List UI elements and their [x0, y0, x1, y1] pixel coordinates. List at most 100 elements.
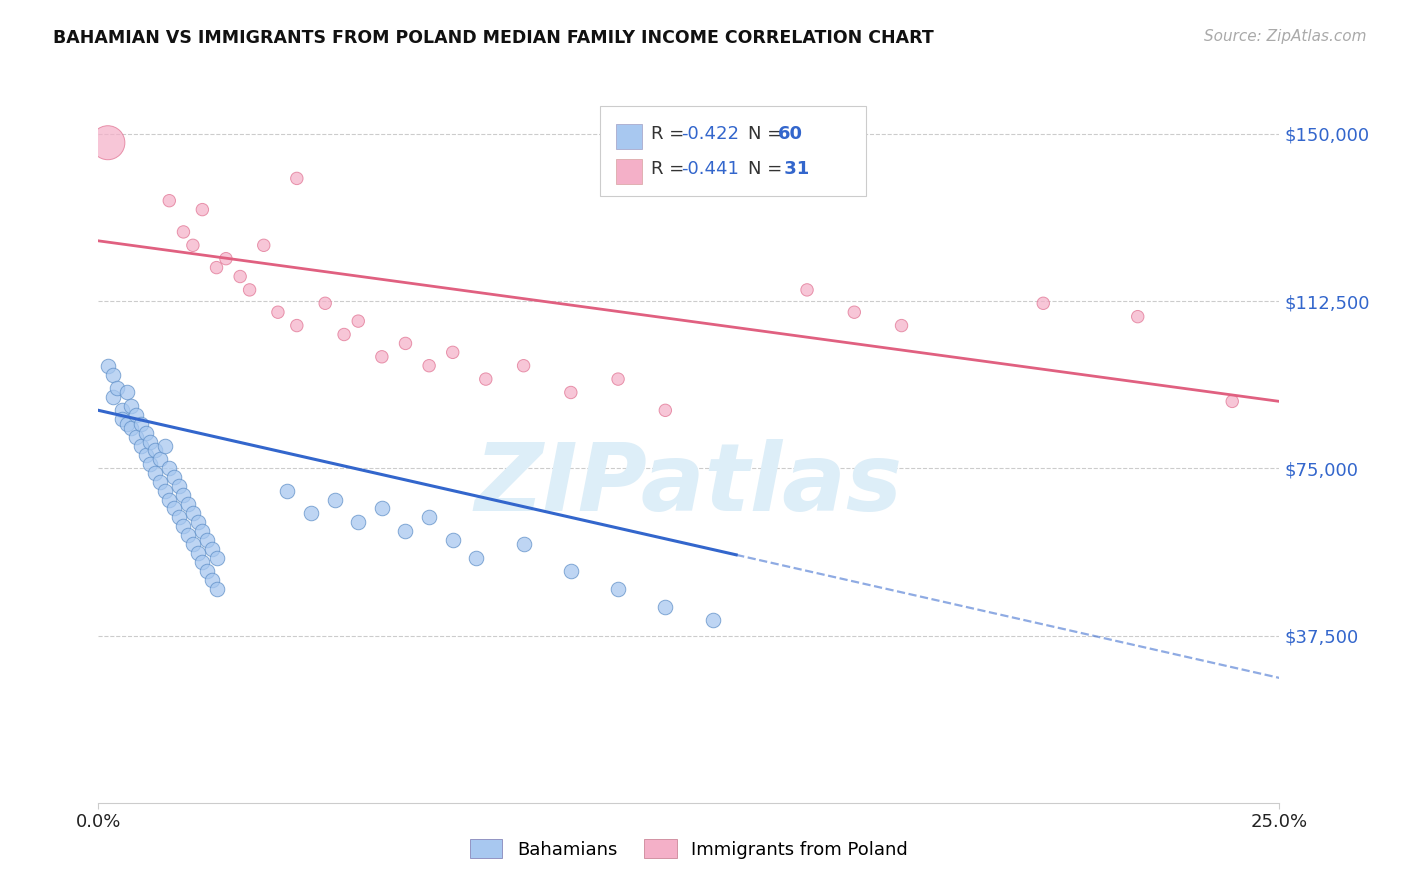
- Point: [105, 381, 128, 395]
- Text: -0.441: -0.441: [681, 160, 738, 178]
- Bar: [616, 159, 641, 184]
- Point: [285, 318, 308, 333]
- Point: [418, 359, 440, 373]
- Point: [167, 510, 190, 524]
- Text: R =: R =: [651, 125, 690, 143]
- Point: [285, 171, 308, 186]
- Point: [149, 452, 172, 467]
- Point: [702, 613, 724, 627]
- Text: N =: N =: [748, 125, 787, 143]
- Point: [333, 327, 356, 342]
- Point: [97, 359, 120, 373]
- Point: [465, 550, 488, 565]
- Text: -0.422: -0.422: [681, 125, 738, 143]
- Point: [253, 238, 276, 252]
- Point: [101, 390, 124, 404]
- Point: [181, 506, 204, 520]
- Point: [172, 488, 194, 502]
- Point: [347, 314, 370, 328]
- Point: [1126, 310, 1149, 324]
- Point: [157, 461, 180, 475]
- Point: [371, 350, 394, 364]
- Point: [191, 202, 214, 217]
- Point: [195, 533, 218, 547]
- Point: [560, 564, 582, 578]
- Point: [560, 385, 582, 400]
- Point: [314, 296, 336, 310]
- Text: R =: R =: [651, 160, 690, 178]
- Text: Source: ZipAtlas.com: Source: ZipAtlas.com: [1204, 29, 1367, 44]
- Point: [441, 345, 464, 359]
- Point: [267, 305, 290, 319]
- Point: [201, 541, 224, 556]
- Point: [187, 546, 209, 560]
- Point: [139, 434, 162, 449]
- Point: [371, 501, 394, 516]
- Bar: [616, 124, 641, 149]
- Point: [394, 524, 416, 538]
- Point: [125, 408, 148, 422]
- Point: [129, 417, 152, 431]
- Point: [796, 283, 818, 297]
- Point: [125, 430, 148, 444]
- Point: [1220, 394, 1243, 409]
- Point: [394, 336, 416, 351]
- Point: [201, 573, 224, 587]
- Point: [239, 283, 262, 297]
- Point: [172, 519, 194, 533]
- Point: [654, 403, 676, 417]
- Point: [101, 368, 124, 382]
- Point: [347, 515, 370, 529]
- Point: [177, 497, 200, 511]
- Point: [607, 372, 630, 386]
- Point: [205, 582, 228, 596]
- Point: [172, 225, 194, 239]
- Text: 60: 60: [778, 125, 803, 143]
- Point: [607, 582, 630, 596]
- Point: [163, 470, 186, 484]
- Point: [512, 359, 534, 373]
- Point: [215, 252, 238, 266]
- Point: [512, 537, 534, 551]
- Point: [181, 238, 204, 252]
- Point: [299, 506, 322, 520]
- Point: [191, 524, 214, 538]
- Point: [229, 269, 252, 284]
- Point: [205, 550, 228, 565]
- Point: [187, 515, 209, 529]
- Point: [115, 417, 138, 431]
- Point: [163, 501, 186, 516]
- Text: ZIPatlas: ZIPatlas: [475, 439, 903, 531]
- Text: BAHAMIAN VS IMMIGRANTS FROM POLAND MEDIAN FAMILY INCOME CORRELATION CHART: BAHAMIAN VS IMMIGRANTS FROM POLAND MEDIA…: [53, 29, 934, 46]
- FancyBboxPatch shape: [600, 105, 866, 196]
- Point: [323, 492, 346, 507]
- Legend: Bahamians, Immigrants from Poland: Bahamians, Immigrants from Poland: [470, 839, 908, 859]
- Point: [135, 448, 157, 462]
- Point: [129, 439, 152, 453]
- Point: [890, 318, 912, 333]
- Point: [121, 399, 143, 413]
- Point: [181, 537, 204, 551]
- Point: [654, 599, 676, 614]
- Point: [97, 136, 120, 150]
- Point: [153, 439, 176, 453]
- Point: [115, 385, 138, 400]
- Point: [135, 425, 157, 440]
- Point: [139, 457, 162, 471]
- Point: [191, 555, 214, 569]
- Point: [157, 194, 180, 208]
- Point: [121, 421, 143, 435]
- Text: 31: 31: [778, 160, 808, 178]
- Point: [143, 466, 166, 480]
- Point: [143, 443, 166, 458]
- Point: [195, 564, 218, 578]
- Point: [276, 483, 298, 498]
- Point: [111, 403, 134, 417]
- Point: [475, 372, 498, 386]
- Text: N =: N =: [748, 160, 787, 178]
- Point: [1032, 296, 1054, 310]
- Point: [153, 483, 176, 498]
- Point: [205, 260, 228, 275]
- Point: [111, 412, 134, 426]
- Point: [167, 479, 190, 493]
